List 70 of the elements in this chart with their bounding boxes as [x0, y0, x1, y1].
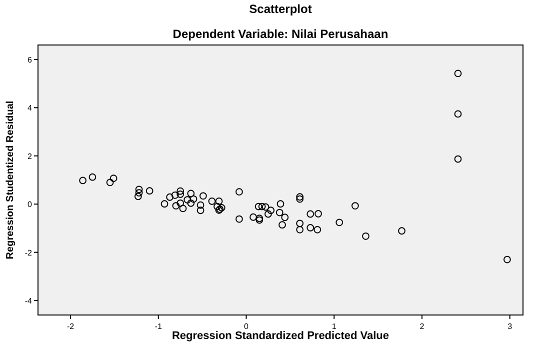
y-tick-label: -2 [24, 248, 33, 258]
point [160, 200, 168, 208]
point [296, 220, 304, 228]
point [254, 202, 262, 210]
point [276, 200, 284, 208]
point [454, 110, 462, 118]
y-tick-label: 2 [28, 152, 33, 161]
point [176, 199, 184, 207]
point [171, 191, 179, 199]
point [314, 226, 322, 234]
x-axis-title: Regression Standardized Predicted Value [172, 330, 390, 342]
x-tick-label: -2 [66, 322, 75, 331]
point [262, 203, 270, 211]
point [215, 198, 223, 205]
y-tick-label: 4 [28, 104, 33, 113]
point [172, 202, 180, 210]
point [267, 206, 275, 214]
point [190, 195, 198, 203]
point [176, 187, 184, 195]
point [306, 224, 314, 232]
point [351, 202, 359, 210]
point [296, 195, 304, 203]
chart-title: Scatterplot [249, 2, 312, 16]
point [179, 204, 187, 212]
point [79, 176, 87, 184]
point [398, 227, 406, 235]
x-tick-label: 2 [420, 322, 425, 331]
point [296, 226, 304, 234]
x-tick-label: 1 [332, 322, 337, 331]
point [214, 202, 221, 210]
y-tick-label: -4 [24, 296, 33, 306]
point [187, 190, 195, 198]
point [336, 218, 344, 226]
point [306, 210, 314, 218]
point [184, 196, 192, 204]
point [196, 206, 204, 214]
y-tick-label: 6 [28, 55, 33, 64]
point [454, 155, 462, 163]
point [314, 210, 322, 218]
y-tick-label: 0 [28, 200, 33, 210]
point [176, 190, 184, 198]
point [278, 221, 286, 229]
point [135, 186, 143, 194]
point [258, 202, 266, 210]
x-tick-label: -1 [154, 322, 162, 331]
point [88, 173, 96, 181]
point [296, 193, 304, 201]
point [106, 178, 114, 186]
point [503, 256, 511, 264]
point [196, 201, 204, 209]
y-axis-title: Regression Studentized Residual [5, 100, 16, 260]
point [250, 213, 257, 221]
point [110, 174, 118, 182]
point [135, 189, 143, 196]
point [146, 187, 154, 195]
point [199, 192, 207, 200]
point [134, 192, 142, 200]
x-tick-label: 3 [508, 322, 513, 331]
point [187, 199, 195, 207]
point [208, 198, 216, 205]
point [264, 210, 272, 218]
point [362, 232, 370, 240]
point [166, 193, 174, 201]
x-tick-label: 0 [244, 322, 250, 331]
point [276, 208, 284, 216]
point [454, 70, 462, 78]
point [236, 188, 243, 196]
chart-subtitle: Dependent Variable: Nilai Perusahaan [172, 27, 388, 41]
point [236, 215, 243, 223]
point [281, 214, 289, 222]
